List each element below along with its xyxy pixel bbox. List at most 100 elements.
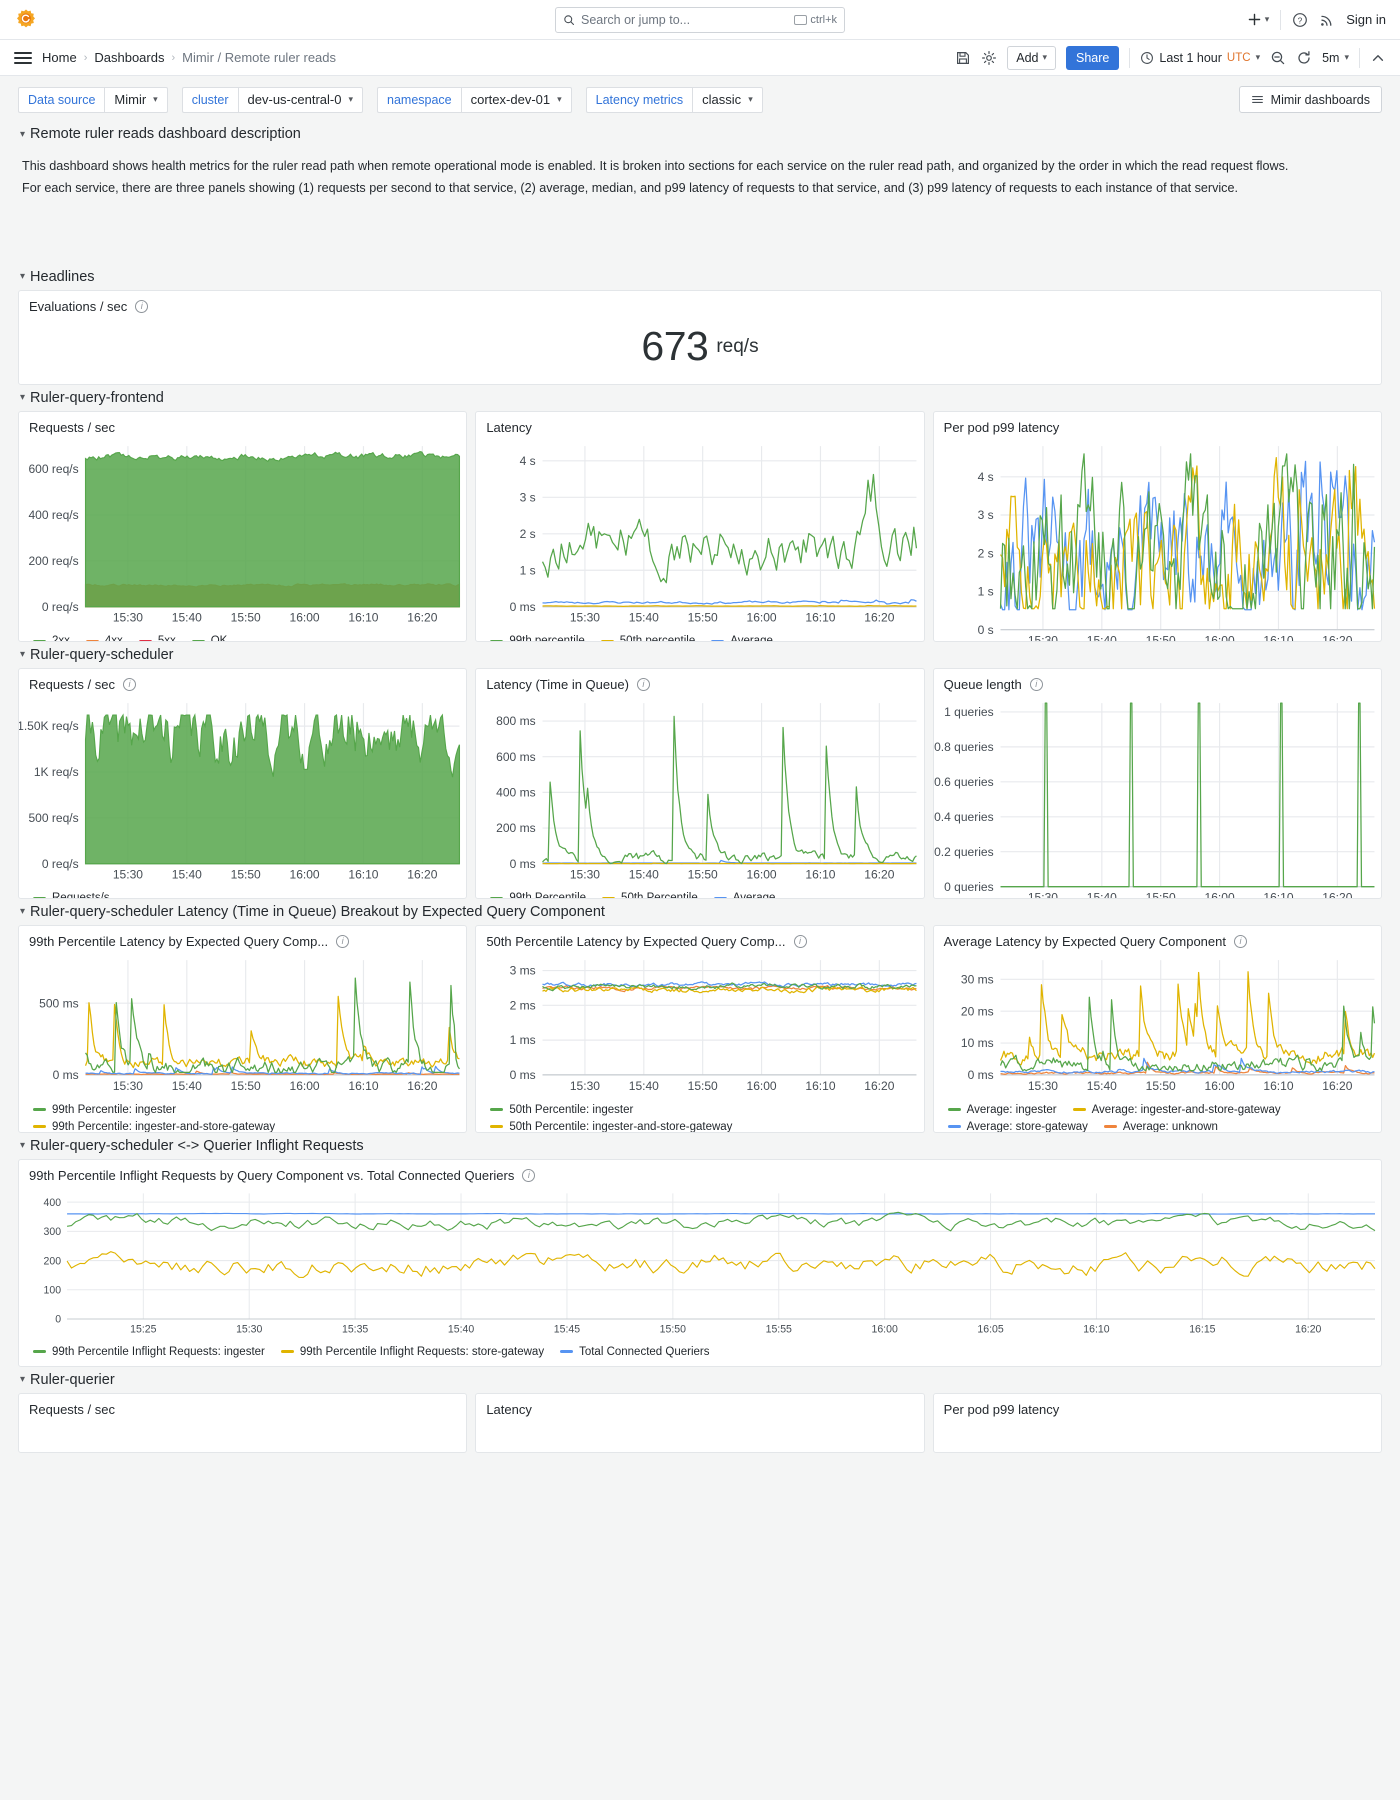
- row-header-ruler-querier[interactable]: ▾ Ruler-querier: [18, 1367, 1382, 1393]
- row-header-ruler-query-scheduler[interactable]: ▾ Ruler-query-scheduler: [18, 642, 1382, 668]
- info-icon[interactable]: i: [1029, 677, 1043, 691]
- legend-label[interactable]: Average: [730, 635, 773, 642]
- info-icon[interactable]: i: [1233, 934, 1247, 948]
- legend-label[interactable]: 99th Percentile: ingester-and-store-gate…: [52, 1120, 276, 1133]
- row-header-inflight[interactable]: ▾ Ruler-query-scheduler <-> Querier Infl…: [18, 1133, 1382, 1159]
- legend-label[interactable]: 2xx: [52, 635, 70, 642]
- chart-area[interactable]: 0 ms 200 ms 400 ms 600 ms 800 ms 15:30 15:40 15…: [476, 694, 923, 889]
- svg-text:16:00: 16:00: [747, 610, 777, 624]
- legend-label[interactable]: 50th Percentile: [621, 892, 698, 899]
- legend-label[interactable]: 99th percentile: [509, 635, 585, 642]
- info-icon[interactable]: i: [336, 934, 350, 948]
- panel-header[interactable]: 99th Percentile Latency by Expected Quer…: [19, 926, 466, 951]
- help-button[interactable]: ?: [1292, 12, 1308, 28]
- chart-area[interactable]: 0 ms 1 ms 2 ms 3 ms 15:30 15:40 15:50 16:00 16:1…: [476, 951, 923, 1100]
- row-header-breakout[interactable]: ▾ Ruler-query-scheduler Latency (Time in…: [18, 899, 1382, 925]
- chart-area[interactable]: 0 req/s 200 req/s 400 req/s 600 req/s 15:30 1…: [19, 437, 466, 632]
- panel-header[interactable]: Evaluations / sec i: [19, 291, 1381, 316]
- info-icon[interactable]: i: [135, 299, 149, 313]
- legend-label[interactable]: 99th Percentile: ingester: [52, 1103, 177, 1116]
- panel-header[interactable]: 50th Percentile Latency by Expected Quer…: [476, 926, 923, 951]
- legend-label[interactable]: Requests/s: [52, 892, 110, 899]
- svg-text:20 ms: 20 ms: [961, 1004, 994, 1018]
- chart-area[interactable]: 0 ms 1 s 2 s 3 s 4 s 15:30 15:40 15:50 16:00 16:1…: [476, 437, 923, 632]
- variable-select[interactable]: classic ▾: [692, 86, 763, 113]
- legend-label[interactable]: Average: unknown: [1122, 1120, 1218, 1133]
- legend-label[interactable]: 99th Percentile Inflight Requests: inges…: [52, 1345, 265, 1358]
- svg-text:1.50K req/s: 1.50K req/s: [19, 719, 79, 733]
- panel-frontend-requests-per-sec: Requests / sec 0 req/s 200 req/s 400 req/s…: [18, 410, 468, 642]
- breadcrumb-item-home[interactable]: Home: [42, 50, 77, 65]
- add-panel-button[interactable]: Add ▾: [1007, 45, 1057, 70]
- dashboard-settings-button[interactable]: [981, 50, 997, 66]
- panel-header[interactable]: Per pod p99 latency: [934, 1394, 1381, 1419]
- info-icon[interactable]: i: [522, 1168, 536, 1182]
- variable-select[interactable]: cortex-dev-01 ▾: [460, 86, 572, 113]
- svg-text:4 s: 4 s: [977, 469, 993, 483]
- panel-header[interactable]: Latency: [476, 1394, 923, 1419]
- menu-toggle-button[interactable]: [14, 51, 32, 64]
- panel-header[interactable]: Average Latency by Expected Query Compon…: [934, 926, 1381, 951]
- mimir-dashboards-button[interactable]: Mimir dashboards: [1238, 86, 1382, 113]
- legend-label[interactable]: Total Connected Queriers: [579, 1345, 710, 1358]
- breadcrumb-item-dashboards[interactable]: Dashboards: [94, 50, 165, 65]
- legend-label[interactable]: OK: [210, 635, 228, 642]
- legend-label[interactable]: Average: ingester-and-store-gateway: [1091, 1103, 1281, 1116]
- svg-text:16:10: 16:10: [1263, 633, 1293, 641]
- time-range-picker[interactable]: Last 1 hour UTC ▾: [1140, 51, 1260, 65]
- legend-label[interactable]: 99th Percentile: [509, 892, 587, 899]
- refresh-button[interactable]: [1296, 50, 1312, 66]
- share-button[interactable]: Share: [1066, 45, 1120, 70]
- news-button[interactable]: [1319, 12, 1335, 28]
- search-input[interactable]: Search or jump to... ctrl+k: [555, 6, 845, 33]
- chart-area[interactable]: 0 ms 10 ms 20 ms 30 ms 15:30 15:40 15:50 16:00 1…: [934, 951, 1381, 1100]
- chart-area[interactable]: 0 req/s 500 req/s 1K req/s 1.50K req/s 15:30…: [19, 694, 466, 889]
- chart-area[interactable]: 0 100 200 300 400 15:25 15:30 15:35 15:40 15:45 15…: [19, 1185, 1381, 1342]
- save-dashboard-button[interactable]: [955, 50, 971, 66]
- legend-label[interactable]: Average: store-gateway: [966, 1120, 1088, 1133]
- variable-select[interactable]: Mimir ▾: [104, 86, 168, 113]
- refresh-interval-picker[interactable]: 5m ▾: [1322, 51, 1349, 65]
- legend-label[interactable]: 50th percentile: [619, 635, 696, 642]
- panel-header[interactable]: Latency: [476, 412, 923, 437]
- panel-header[interactable]: Per pod p99 latency: [934, 412, 1381, 437]
- grafana-logo-icon[interactable]: [14, 8, 38, 32]
- legend-label[interactable]: Average: ingester: [966, 1103, 1057, 1116]
- legend-item: Average: [713, 892, 776, 899]
- info-icon[interactable]: i: [123, 677, 136, 691]
- legend-label[interactable]: Average: [732, 892, 776, 899]
- legend-label[interactable]: 50th Percentile: ingester-and-store-gate…: [509, 1120, 733, 1133]
- sign-in-link[interactable]: Sign in: [1346, 12, 1386, 27]
- create-new-button[interactable]: ▾: [1247, 12, 1269, 27]
- share-label: Share: [1076, 50, 1110, 65]
- panel-header[interactable]: Queue length i: [934, 669, 1381, 694]
- variable-select[interactable]: dev-us-central-0 ▾: [237, 86, 363, 113]
- info-icon[interactable]: i: [636, 677, 650, 691]
- chart-area[interactable]: 0 s 1 s 2 s 3 s 4 s 15:30 15:40 15:50 16:00 16:10…: [934, 437, 1381, 641]
- panel-header[interactable]: 99th Percentile Inflight Requests by Que…: [19, 1160, 1381, 1185]
- panel-header[interactable]: Requests / sec: [19, 1394, 466, 1419]
- row-header-description[interactable]: ▾ Remote ruler reads dashboard descripti…: [18, 121, 1382, 147]
- legend-swatch: [191, 639, 205, 641]
- panel-header[interactable]: Requests / sec i: [19, 669, 466, 694]
- zoom-out-time-button[interactable]: [1270, 50, 1286, 66]
- svg-text:16:20: 16:20: [407, 1078, 437, 1092]
- row-header-ruler-query-frontend[interactable]: ▾ Ruler-query-frontend: [18, 385, 1382, 411]
- panel-header[interactable]: Requests / sec: [19, 412, 466, 437]
- chart-area[interactable]: 0 queries 0.2 queries 0.4 queries 0.6 queri…: [934, 694, 1381, 898]
- legend-label[interactable]: 50th Percentile: ingester: [509, 1103, 634, 1116]
- svg-text:500 ms: 500 ms: [39, 996, 78, 1010]
- legend-label[interactable]: 99th Percentile Inflight Requests: store…: [299, 1345, 545, 1358]
- info-icon[interactable]: i: [793, 934, 807, 948]
- collapse-toolbar-button[interactable]: [1370, 50, 1386, 66]
- variable-label: Latency metrics: [585, 86, 693, 113]
- svg-text:16:00: 16:00: [290, 610, 320, 624]
- chart-area[interactable]: 0 ms 500 ms 15:30 15:40 15:50 16:00 16:10 16:20: [19, 951, 466, 1100]
- row-header-headlines[interactable]: ▾ Headlines: [18, 264, 1382, 290]
- legend-label[interactable]: 5xx: [157, 635, 176, 642]
- svg-text:15:30: 15:30: [570, 1078, 600, 1092]
- svg-text:16:20: 16:20: [865, 867, 895, 881]
- panel-header[interactable]: Latency (Time in Queue) i: [476, 669, 923, 694]
- legend-label[interactable]: 4xx: [104, 635, 123, 642]
- svg-text:1 queries: 1 queries: [944, 705, 994, 719]
